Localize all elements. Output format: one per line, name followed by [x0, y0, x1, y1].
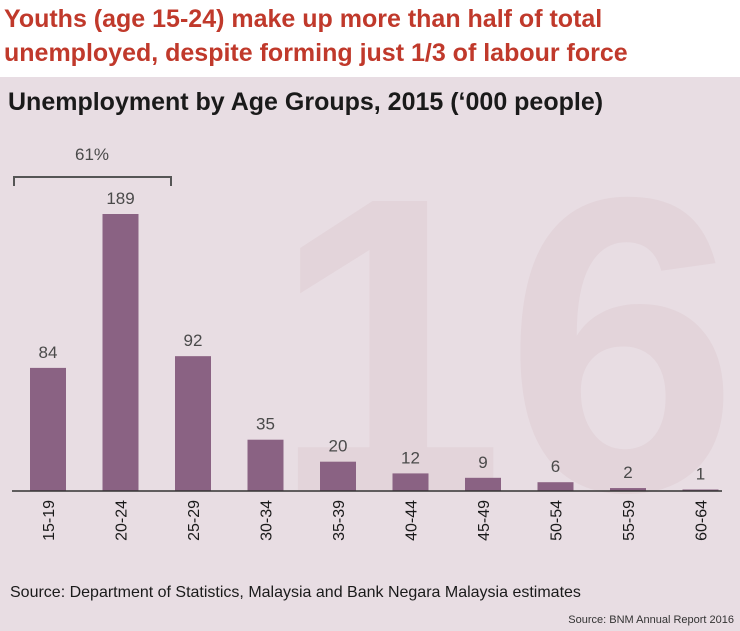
bar-20-24 — [102, 214, 139, 491]
source-note: Source: Department of Statistics, Malays… — [10, 584, 581, 601]
value-label-45-49: 9 — [478, 453, 487, 472]
value-label-25-29: 92 — [184, 331, 203, 350]
value-label-15-19: 84 — [39, 343, 58, 362]
value-label-60-64: 1 — [696, 465, 705, 484]
headline: Youths (age 15-24) make up more than hal… — [4, 5, 628, 67]
x-tick-25-29: 25-29 — [186, 500, 203, 541]
x-tick-55-59: 55-59 — [621, 500, 638, 541]
value-label-35-39: 20 — [329, 437, 348, 456]
x-tick-15-19: 15-19 — [41, 500, 58, 541]
bar-25-29 — [175, 356, 211, 491]
annotation-bracket — [13, 176, 172, 186]
x-tick-40-44: 40-44 — [404, 500, 421, 541]
x-tick-30-34: 30-34 — [259, 500, 276, 541]
bar-45-49 — [465, 477, 501, 491]
value-label-40-44: 12 — [401, 448, 420, 467]
bar-40-44 — [392, 473, 429, 491]
x-tick-20-24: 20-24 — [114, 500, 131, 541]
annotation-label: 61% — [75, 145, 109, 164]
credit-note: Source: BNM Annual Report 2016 — [568, 614, 734, 626]
value-label-55-59: 2 — [623, 463, 632, 482]
bar-35-39 — [320, 461, 356, 491]
x-tick-50-54: 50-54 — [549, 500, 566, 541]
bar-50-54 — [537, 482, 574, 491]
value-label-20-24: 189 — [106, 189, 134, 208]
bar-55-59 — [610, 488, 646, 491]
x-tick-45-49: 45-49 — [476, 500, 493, 541]
value-label-30-34: 35 — [256, 415, 275, 434]
bar-30-34 — [247, 439, 284, 491]
value-label-50-54: 6 — [551, 457, 560, 476]
watermark-text: 16 — [271, 111, 738, 580]
bars-group: 8415-1918920-249225-293530-342035-391240… — [30, 189, 719, 541]
x-tick-35-39: 35-39 — [331, 500, 348, 541]
x-tick-60-64: 60-64 — [694, 500, 711, 541]
chart-title: Unemployment by Age Groups, 2015 (‘000 p… — [8, 88, 604, 116]
bar-15-19 — [30, 367, 66, 491]
